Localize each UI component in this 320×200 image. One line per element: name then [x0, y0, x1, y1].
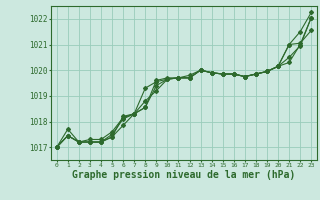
X-axis label: Graphe pression niveau de la mer (hPa): Graphe pression niveau de la mer (hPa)	[72, 170, 296, 180]
